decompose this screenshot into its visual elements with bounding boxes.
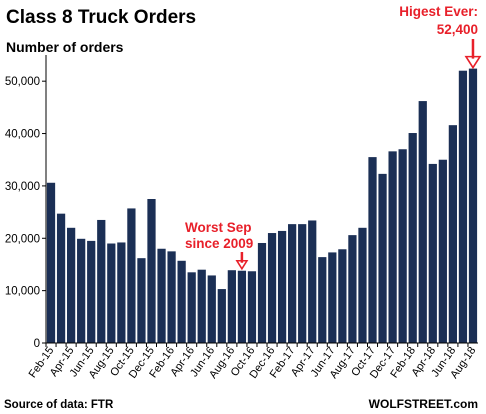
bar-Mar-17: [298, 224, 307, 343]
bar-Apr-16: [187, 272, 196, 343]
bar-Feb-15: [46, 182, 56, 343]
bar-Sep-15: [117, 242, 126, 343]
y-axis: 0 10,000 20,000 30,000 40,000 50,000: [5, 55, 47, 350]
bar-Jun-18: [448, 125, 457, 343]
y-tick-label: 0: [34, 338, 40, 350]
y-tick-label: 30,000: [5, 181, 40, 193]
bar-Mar-15: [56, 213, 66, 343]
y-tick-label: 20,000: [5, 233, 40, 245]
brand-label: WOLFSTREET.com: [369, 397, 478, 411]
bar-Nov-15: [137, 258, 146, 343]
bar-Jul-18: [458, 70, 468, 344]
bar-May-15: [77, 238, 86, 343]
y-axis-label: Number of orders: [6, 39, 124, 55]
bar-Jul-17: [338, 249, 347, 343]
bar-Oct-16: [247, 271, 257, 343]
arrow-head-highest: [464, 55, 482, 70]
bar-Feb-17: [288, 224, 297, 343]
bar-Feb-18: [408, 133, 417, 343]
annotation-highest-line: 52,400: [437, 22, 478, 37]
bar-Dec-17: [388, 151, 397, 343]
bar-Aug-15: [107, 243, 116, 343]
bar-Jan-18: [398, 149, 407, 343]
bar-Jan-17: [277, 230, 287, 343]
bar-Nov-16: [257, 242, 267, 343]
annotation-highest-line: Higest Ever:: [399, 4, 478, 19]
bar-Dec-15: [147, 199, 156, 343]
y-tick-label: 10,000: [5, 286, 40, 298]
bar-Aug-17: [348, 235, 357, 343]
bars: [46, 68, 478, 344]
bar-Dec-16: [267, 233, 277, 343]
bar-Mar-18: [418, 101, 427, 343]
bar-May-16: [197, 269, 206, 343]
bar-Jan-16: [157, 248, 166, 343]
source-note: Source of data: FTR: [4, 399, 114, 411]
bar-Jun-15: [87, 240, 96, 343]
bar-Nov-17: [378, 173, 387, 343]
bar-Aug-16: [227, 270, 236, 343]
bar-Apr-18: [428, 163, 437, 343]
y-tick-label: 50,000: [5, 76, 40, 88]
bar-Mar-16: [177, 260, 186, 343]
bar-Aug-18: [468, 68, 478, 344]
bar-Sep-16: [237, 270, 247, 343]
x-axis: Feb-15Apr-15Jun-15Aug-15Oct-15Dec-15Feb-…: [27, 342, 478, 381]
bar-May-17: [318, 257, 327, 343]
bar-May-18: [438, 159, 447, 343]
bar-Apr-15: [67, 227, 76, 343]
bar-Oct-15: [127, 208, 136, 343]
annotation-worst-sep-line: since 2009: [185, 236, 253, 251]
chart-title: Class 8 Truck Orders: [6, 7, 196, 28]
y-tick-label: 40,000: [5, 129, 40, 141]
bar-Oct-17: [368, 157, 377, 343]
bar-Jun-16: [207, 275, 216, 343]
bar-Jul-16: [217, 289, 226, 343]
bar-Feb-16: [167, 251, 176, 343]
bar-Jun-17: [328, 252, 337, 343]
arrow-head-worst-sep: [235, 259, 249, 271]
bar-Jul-15: [97, 219, 106, 343]
bar-Apr-17: [308, 220, 317, 343]
annotation-worst-sep-line: Worst Sep: [185, 220, 252, 235]
bar-Sep-17: [358, 227, 367, 343]
